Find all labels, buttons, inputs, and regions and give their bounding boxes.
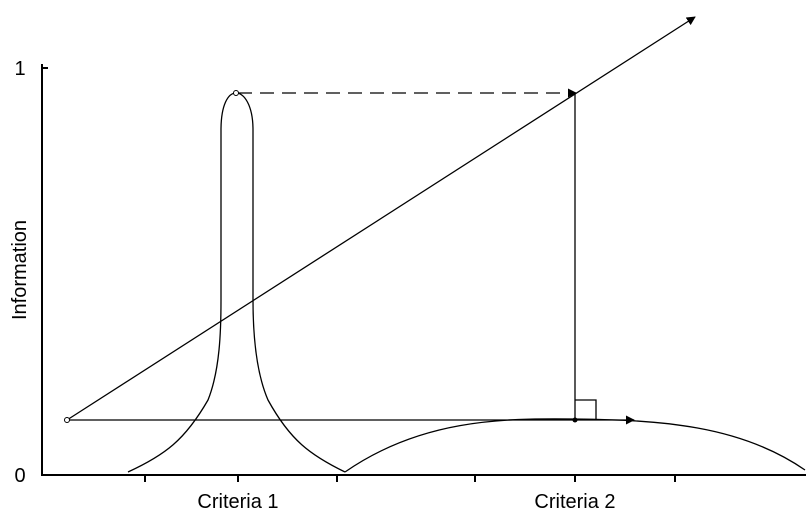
y-axis-label: Information [9,220,31,320]
y-bottom-label: 0 [14,465,25,487]
axes [41,64,806,482]
foot-point [572,417,578,423]
x-ticks [144,475,676,482]
right-angle [575,399,597,420]
origin-point [64,417,70,423]
narrow-curve [127,92,346,473]
y-top-label: 1 [14,58,25,80]
x-label: Criteria 1 [197,491,278,513]
x-label: Criteria 2 [534,491,615,513]
wide-curve [344,418,806,473]
peak-point [233,90,239,96]
diagonal-arrow [66,16,696,421]
